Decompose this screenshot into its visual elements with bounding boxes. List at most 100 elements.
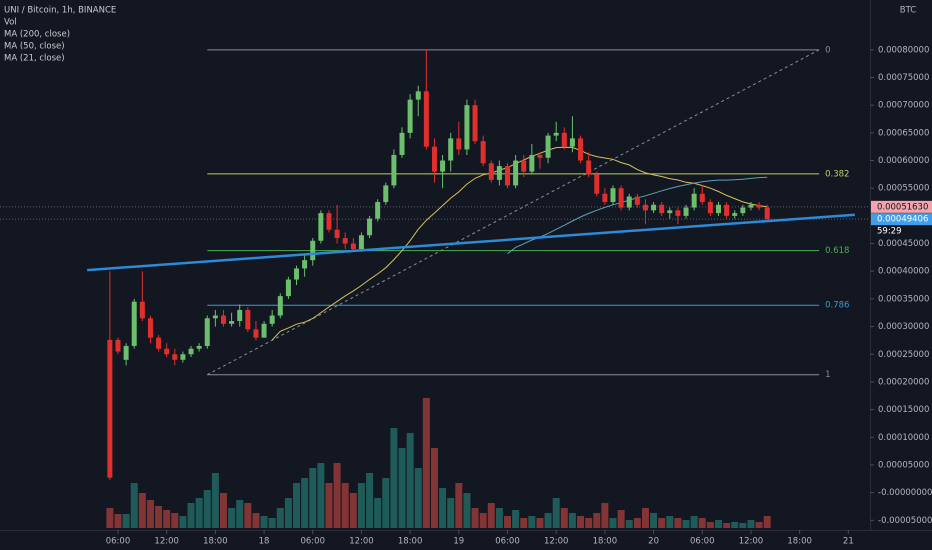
- candle-body: [675, 210, 681, 216]
- indicator-label: Vol: [4, 18, 17, 28]
- y-tick-label: 0.00045000: [878, 239, 929, 249]
- candle-body: [707, 202, 713, 214]
- candle-body: [204, 318, 210, 346]
- volume-bar: [763, 516, 771, 528]
- candle-body: [448, 138, 454, 161]
- chart-title: UNI / Bitcoin, 1h, BINANCE: [4, 6, 116, 16]
- x-tick-label: 20: [648, 537, 659, 547]
- volume-bar: [658, 518, 666, 528]
- volume-bar: [747, 520, 755, 528]
- volume-bar: [317, 463, 325, 528]
- candle-body: [245, 309, 251, 330]
- candle-body: [180, 354, 186, 360]
- candle-body: [561, 132, 567, 147]
- candle-body: [440, 160, 446, 172]
- candle-body: [415, 91, 421, 100]
- volume-bar: [609, 518, 617, 528]
- volume-bar: [650, 513, 658, 528]
- y-tick-label: 0.00015000: [878, 405, 929, 415]
- candle-body: [480, 141, 486, 164]
- x-tick-label: 06:00: [690, 537, 715, 547]
- fib-level-label: 0.382: [825, 169, 849, 179]
- volume-bar: [593, 513, 601, 528]
- candle-body: [456, 138, 462, 150]
- volume-bar: [682, 520, 690, 528]
- volume-bar: [244, 503, 252, 528]
- volume-bar: [382, 478, 390, 528]
- candle-body: [147, 318, 153, 338]
- candle-body: [383, 185, 389, 203]
- volume-bar: [228, 508, 236, 528]
- volume-bar: [706, 522, 714, 528]
- price-tag: [871, 200, 932, 213]
- y-tick-label: 0.00030000: [878, 322, 929, 332]
- volume-bar: [252, 513, 260, 528]
- x-tick-label: 18:00: [203, 537, 228, 547]
- candle-body: [431, 146, 437, 172]
- candle-body: [505, 166, 511, 186]
- volume-bar: [146, 500, 154, 528]
- volume-bar: [536, 518, 544, 528]
- candle-body: [529, 154, 535, 172]
- candle-body: [586, 160, 592, 175]
- volume-bar: [560, 508, 568, 528]
- candle-body: [342, 238, 348, 244]
- y-tick-label: 0.00020000: [878, 377, 929, 387]
- volume-bar: [106, 508, 114, 528]
- candle-body: [545, 135, 551, 158]
- x-tick-label: 06:00: [495, 537, 520, 547]
- candle-body: [651, 204, 657, 211]
- candle-body: [553, 132, 559, 136]
- y-tick-label: 0.00055000: [878, 184, 929, 194]
- volume-bar: [447, 498, 455, 528]
- volume-bar: [357, 483, 365, 528]
- candle-body: [107, 339, 113, 478]
- candle-body: [521, 160, 527, 172]
- candle-body: [610, 188, 616, 203]
- axis-unit: BTC: [900, 6, 917, 16]
- volume-bar: [439, 488, 447, 528]
- candle-body: [602, 193, 608, 203]
- volume-bar: [666, 516, 674, 528]
- y-tick-label: 0.00060000: [878, 156, 929, 166]
- candle-body: [626, 196, 632, 208]
- candle-body: [732, 213, 738, 216]
- candle-body: [172, 354, 178, 360]
- volume-bar: [325, 483, 333, 528]
- candle-body: [318, 213, 324, 241]
- volume-bar: [414, 468, 422, 528]
- candle-body: [277, 296, 283, 316]
- candle-body: [326, 213, 332, 230]
- candle-body: [464, 105, 470, 150]
- y-tick-label: 0.00035000: [878, 294, 929, 304]
- candle-body: [699, 193, 705, 203]
- volume-bar: [430, 448, 438, 528]
- fib-level-label: 0.786: [825, 301, 849, 311]
- volume-bar: [544, 513, 552, 528]
- x-tick-label: 21: [843, 537, 854, 547]
- candle-body: [123, 345, 129, 360]
- volume-bar: [568, 513, 576, 528]
- indicator-label: MA (21, close): [4, 54, 65, 64]
- volume-bar: [276, 508, 284, 528]
- volume-bar: [171, 513, 179, 528]
- fib-level-label: 0: [825, 45, 830, 55]
- candle-body: [496, 166, 502, 180]
- y-tick-label: 0.00040000: [878, 267, 929, 277]
- volume-bar: [495, 508, 503, 528]
- volume-bar: [341, 483, 349, 528]
- volume-bar: [138, 493, 146, 528]
- volume-bar: [203, 490, 211, 528]
- candle-body: [756, 204, 762, 208]
- volume-bar: [479, 513, 487, 528]
- volume-bar: [374, 498, 382, 528]
- x-tick-label: 18:00: [398, 537, 423, 547]
- candle-body: [310, 240, 316, 261]
- volume-bar: [585, 518, 593, 528]
- volume-bar: [268, 518, 276, 528]
- y-tick-label: 0.00010000: [878, 433, 929, 443]
- volume-bar: [406, 433, 414, 528]
- candle-body: [618, 188, 624, 208]
- volume-bar: [219, 493, 227, 528]
- volume-bar: [422, 398, 430, 528]
